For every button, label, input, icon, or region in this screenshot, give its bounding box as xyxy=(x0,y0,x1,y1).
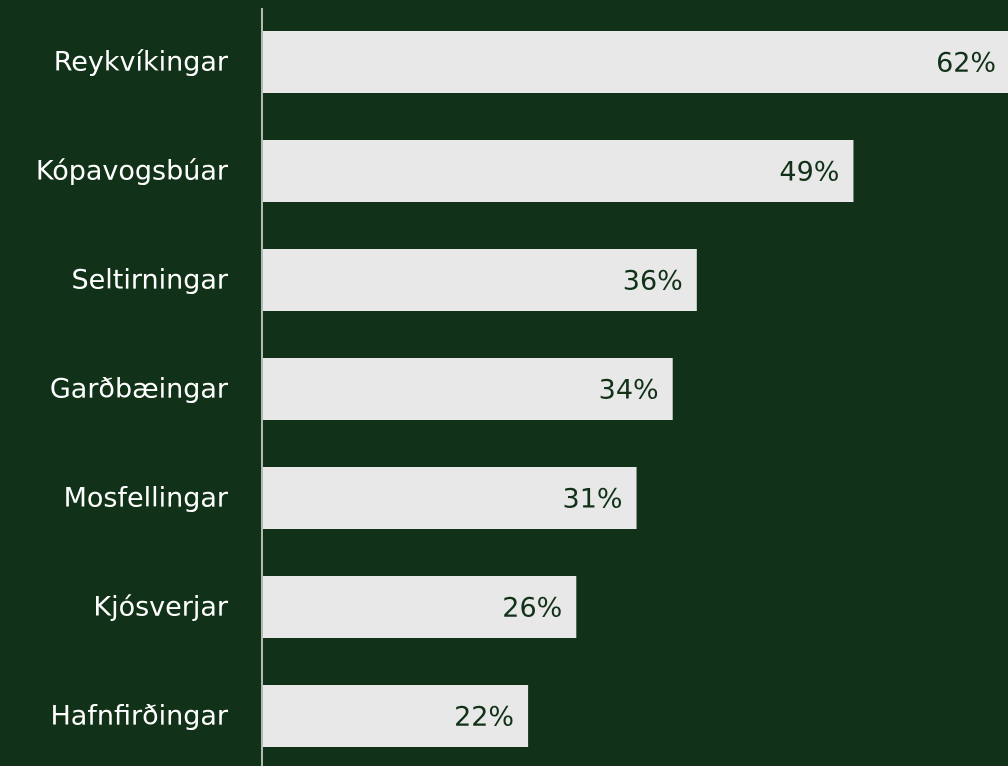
category-label: Reykvíkingar xyxy=(54,47,229,78)
value-label: 62% xyxy=(936,48,996,79)
value-label: 36% xyxy=(623,266,683,297)
category-label: Garðbæingar xyxy=(50,374,229,405)
bar xyxy=(263,358,673,420)
bar xyxy=(263,249,697,311)
value-label: 26% xyxy=(502,593,562,624)
bar xyxy=(263,140,854,202)
value-label: 34% xyxy=(599,375,659,406)
value-label: 31% xyxy=(563,484,623,515)
category-label: Hafnfirðingar xyxy=(51,701,229,732)
category-label: Mosfellingar xyxy=(64,483,229,514)
value-label: 49% xyxy=(779,157,839,188)
bar xyxy=(263,685,529,747)
value-label: 22% xyxy=(454,702,514,733)
category-label: Kópavogsbúar xyxy=(36,156,229,187)
category-label: Kjósverjar xyxy=(93,592,229,623)
bar xyxy=(263,31,1008,93)
bar xyxy=(263,576,577,638)
category-label: Seltirningar xyxy=(72,265,229,296)
bar xyxy=(263,467,637,529)
